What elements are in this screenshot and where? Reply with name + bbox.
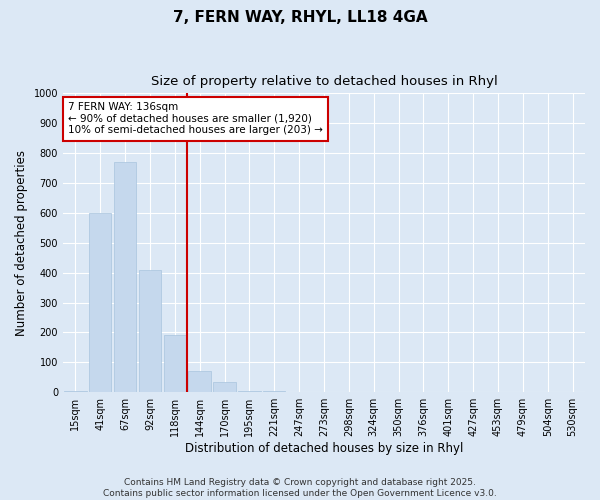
Bar <box>139 270 161 392</box>
Text: 7 FERN WAY: 136sqm
← 90% of detached houses are smaller (1,920)
10% of semi-deta: 7 FERN WAY: 136sqm ← 90% of detached hou… <box>68 102 323 136</box>
Title: Size of property relative to detached houses in Rhyl: Size of property relative to detached ho… <box>151 75 497 88</box>
Text: 7, FERN WAY, RHYL, LL18 4GA: 7, FERN WAY, RHYL, LL18 4GA <box>173 10 427 25</box>
Bar <box>114 162 136 392</box>
Y-axis label: Number of detached properties: Number of detached properties <box>15 150 28 336</box>
Bar <box>214 382 236 392</box>
X-axis label: Distribution of detached houses by size in Rhyl: Distribution of detached houses by size … <box>185 442 463 455</box>
Text: Contains HM Land Registry data © Crown copyright and database right 2025.
Contai: Contains HM Land Registry data © Crown c… <box>103 478 497 498</box>
Bar <box>89 213 112 392</box>
Bar <box>64 390 86 392</box>
Bar <box>263 390 286 392</box>
Bar <box>238 390 260 392</box>
Bar <box>164 336 186 392</box>
Bar <box>188 372 211 392</box>
